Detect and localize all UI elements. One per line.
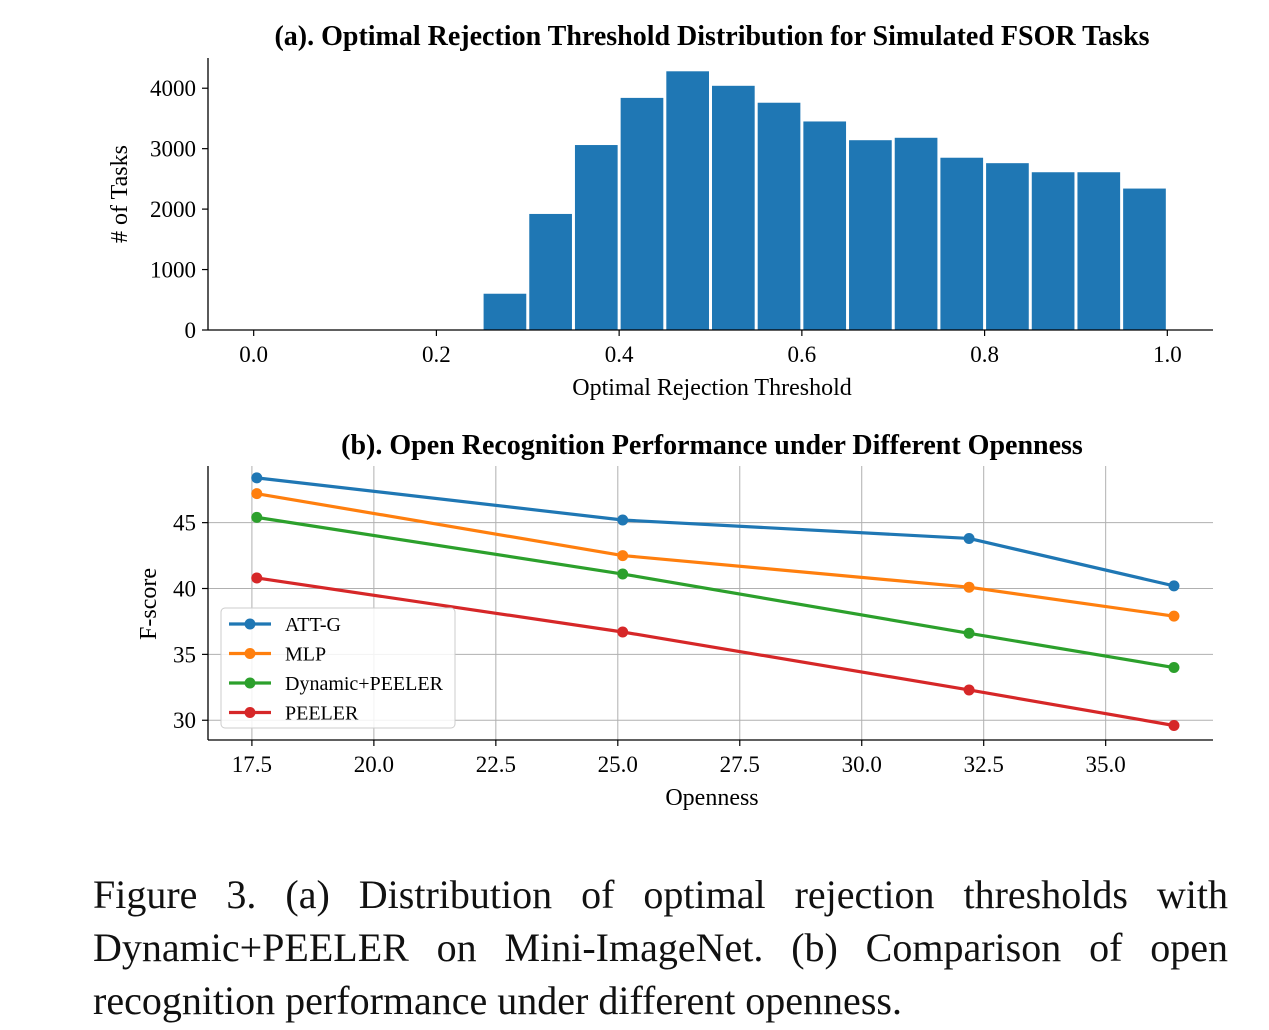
series-point xyxy=(963,532,975,544)
legend-swatch-marker xyxy=(244,618,256,630)
histogram-bar xyxy=(1031,172,1075,330)
chart-a-y-axis-label: # of Tasks xyxy=(107,145,133,243)
series-point xyxy=(1168,662,1180,674)
legend-frame xyxy=(220,607,456,729)
histogram-chart: (a). Optimal Rejection Threshold Distrib… xyxy=(107,21,1213,401)
series-point xyxy=(251,511,263,523)
series-point xyxy=(251,472,263,484)
chart-b-x-tick-label: 17.5 xyxy=(232,752,272,777)
histogram-bar xyxy=(1077,172,1121,330)
legend-label: MLP xyxy=(285,644,326,666)
chart-b-y-axis-label: F-score xyxy=(136,568,162,640)
chart-b-x-tick-label: 20.0 xyxy=(354,752,394,777)
histogram-bar xyxy=(712,85,755,330)
legend-swatch-marker xyxy=(244,707,256,718)
series-point xyxy=(617,568,629,580)
chart-a-x-tick-label: 0.6 xyxy=(787,342,816,367)
chart-b-series xyxy=(251,472,1180,732)
series-point xyxy=(963,581,975,593)
histogram-bar xyxy=(803,121,847,330)
chart-a-x-tick-label: 0.2 xyxy=(422,342,451,367)
chart-b-x-tick-label: 30.0 xyxy=(842,752,882,777)
histogram-bar xyxy=(483,293,527,330)
series-point xyxy=(1168,580,1180,592)
chart-b-axes: 17.5 20.0 22.5 25.0 27.5 30.0 32.5 35.0 30 35 40 45 xyxy=(173,466,1213,777)
legend-label: Dynamic+PEELER xyxy=(285,673,444,695)
chart-a-x-tick-label: 0.8 xyxy=(970,342,999,367)
histogram-bar xyxy=(666,71,709,330)
series-point xyxy=(251,572,263,584)
legend-swatch-marker xyxy=(244,648,256,659)
chart-b-y-tick-label: 35 xyxy=(173,642,196,667)
series-point xyxy=(1168,720,1180,732)
chart-b-x-tick-label: 25.0 xyxy=(598,752,638,777)
series-point xyxy=(1168,610,1180,622)
histogram-bar xyxy=(940,157,984,330)
histogram-bar xyxy=(574,145,618,330)
histogram-bar xyxy=(620,97,664,330)
line-chart: (b). Open Recognition Performance under … xyxy=(136,430,1213,811)
legend-label: PEELER xyxy=(285,703,359,725)
series-line xyxy=(256,492,1175,618)
chart-b-y-tick-label: 40 xyxy=(173,577,196,602)
series-point xyxy=(617,626,629,638)
chart-b-x-tick-label: 35.0 xyxy=(1086,752,1126,777)
chart-b-x-tick-label: 22.5 xyxy=(476,752,516,777)
series-point xyxy=(963,627,975,639)
figure-caption: Figure 3. (a) Distribution of optimal re… xyxy=(93,872,1228,1023)
series-line xyxy=(256,576,1175,728)
histogram-bar xyxy=(1123,188,1166,330)
chart-a-y-tick-label: 2000 xyxy=(150,197,196,222)
series-point xyxy=(251,488,263,500)
chart-a-x-axis-label: Optimal Rejection Threshold xyxy=(572,375,852,401)
chart-a-y-tick-label: 4000 xyxy=(150,76,196,101)
series-point xyxy=(617,514,629,526)
legend-swatch-marker xyxy=(244,677,256,689)
histogram-bar xyxy=(757,102,801,331)
histogram-bar xyxy=(894,137,938,330)
series-point xyxy=(963,684,975,696)
series-line xyxy=(256,515,1175,670)
histogram-bar xyxy=(529,213,572,330)
histogram-bar xyxy=(986,163,1029,330)
figure: (a). Optimal Rejection Threshold Distrib… xyxy=(107,21,1213,811)
chart-b-x-tick-label: 32.5 xyxy=(964,752,1004,777)
chart-a-y-tick-label: 0 xyxy=(185,318,197,343)
chart-a-y-tick-label: 3000 xyxy=(150,137,196,162)
chart-b-legend: ATT-G MLP Dynamic+PEELER PEELER xyxy=(220,607,456,729)
series-line xyxy=(256,476,1175,588)
chart-a-title: (a). Optimal Rejection Threshold Distrib… xyxy=(274,21,1149,52)
chart-a-axes: 0.0 0.2 0.4 0.6 0.8 1.0 0 1000 2000 3000 4000 xyxy=(150,58,1213,367)
chart-b-x-tick-label: 27.5 xyxy=(720,752,760,777)
chart-b-y-tick-label: 30 xyxy=(173,708,196,733)
histogram-bars xyxy=(483,71,1166,331)
chart-b-y-tick-label: 45 xyxy=(173,511,196,536)
chart-a-y-tick-label: 1000 xyxy=(150,258,196,283)
legend-label: ATT-G xyxy=(285,614,341,636)
histogram-bar xyxy=(849,140,892,330)
series-point xyxy=(617,550,629,562)
chart-b-x-axis-label: Openness xyxy=(665,785,758,811)
chart-a-x-tick-label: 0.0 xyxy=(239,342,268,367)
chart-a-x-tick-label: 1.0 xyxy=(1153,342,1182,367)
chart-b-title: (b). Open Recognition Performance under … xyxy=(341,430,1083,461)
chart-a-x-tick-label: 0.4 xyxy=(605,342,634,367)
